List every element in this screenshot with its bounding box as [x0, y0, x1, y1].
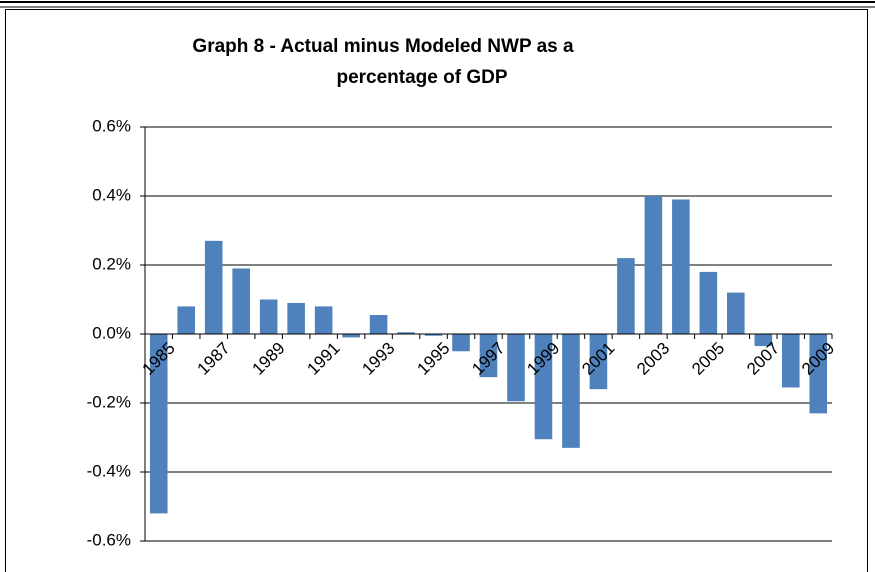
bar — [589, 334, 608, 390]
bar — [232, 268, 250, 334]
bar — [727, 292, 745, 334]
bar — [452, 334, 470, 352]
y-tick-label: 0.4% — [92, 185, 131, 204]
chart-title: percentage of GDP — [336, 67, 507, 88]
y-tick-label: -0.4% — [87, 461, 131, 480]
bar — [781, 334, 800, 388]
bar — [259, 299, 278, 334]
bar — [754, 334, 773, 347]
bar — [287, 302, 305, 334]
bar — [369, 315, 388, 334]
y-tick-label: 0.6% — [92, 116, 131, 135]
bar — [644, 196, 663, 334]
bar — [424, 334, 443, 336]
bar — [809, 334, 828, 414]
y-tick-label: -0.2% — [87, 392, 131, 411]
y-tick-label: 0.2% — [92, 254, 131, 273]
bar — [699, 271, 718, 334]
chart-border — [5, 9, 868, 572]
bar — [204, 240, 223, 334]
bar — [397, 332, 415, 334]
bar — [672, 199, 690, 334]
bar — [342, 334, 360, 338]
bar — [507, 334, 525, 402]
bar — [534, 334, 553, 440]
bar — [177, 306, 196, 334]
bar — [562, 334, 580, 448]
bar — [314, 306, 333, 334]
chart-title: Graph 8 - Actual minus Modeled NWP as a — [192, 36, 574, 57]
y-tick-label: 0.0% — [92, 323, 131, 342]
bar — [479, 334, 498, 378]
bar — [617, 258, 635, 334]
bar — [149, 334, 168, 514]
y-tick-label: -0.6% — [87, 530, 131, 549]
